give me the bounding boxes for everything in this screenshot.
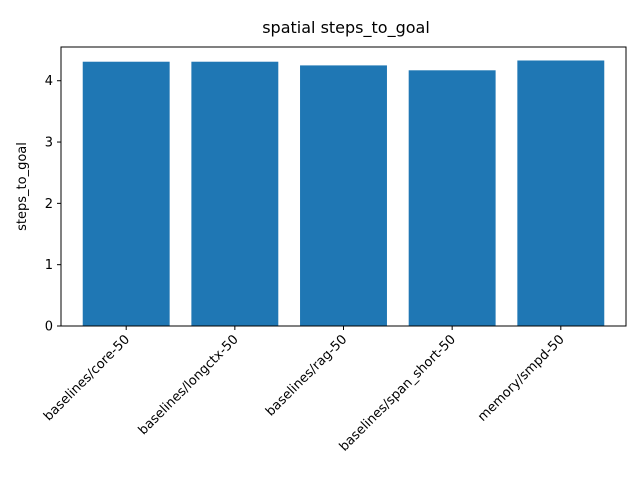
x-tick-label: baselines/longctx-50 [136, 332, 242, 438]
bar-1 [191, 61, 279, 326]
x-tick-label: memory/smpd-50 [475, 332, 568, 425]
y-tick-label: 0 [45, 320, 53, 335]
y-tick-label: 4 [45, 74, 53, 89]
y-axis-label: steps_to_goal [15, 142, 30, 231]
y-tick-label: 2 [45, 197, 53, 212]
x-tick-label: baselines/core-50 [41, 332, 133, 424]
y-tick-label: 1 [45, 258, 53, 273]
bar-2 [300, 65, 387, 327]
bars-group [82, 60, 605, 327]
bar-3 [408, 70, 496, 326]
bar-4 [517, 60, 605, 327]
y-ticks-group: 0 1 2 3 4 [45, 74, 61, 335]
x-tick-label: baselines/rag-50 [263, 332, 350, 419]
chart-title: spatial steps_to_goal [262, 18, 430, 38]
x-tick-label: baselines/span_short-50 [337, 332, 459, 454]
y-tick-label: 3 [45, 136, 53, 151]
x-ticks-group: baselines/core-50 baselines/longctx-50 bas… [41, 326, 568, 455]
bar-0 [82, 61, 170, 326]
